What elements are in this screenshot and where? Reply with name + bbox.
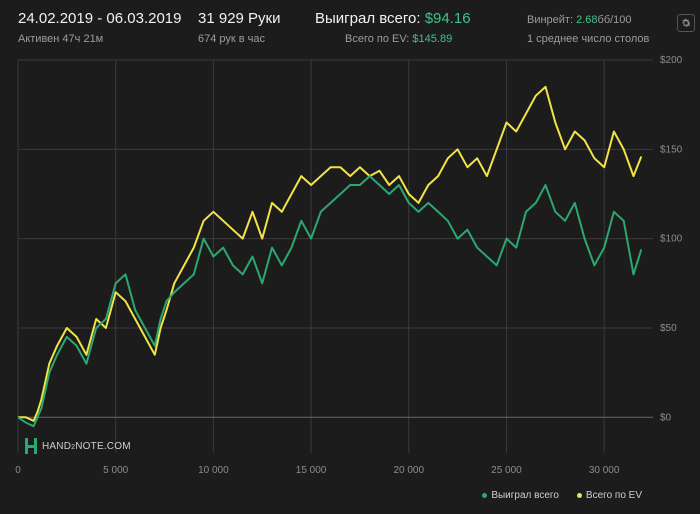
ev-value: $145.89	[412, 33, 453, 45]
winnings-block: Выиграл всего: $94.16 Всего по EV: $145.…	[315, 10, 471, 47]
hands-per-hour: 674 рук в час	[198, 33, 266, 45]
winrate: Винрейт: 2.68бб/100	[527, 13, 649, 28]
winrate-unit: бб/100	[597, 14, 632, 26]
legend-won-dot	[482, 493, 488, 498]
won-label: Выиграл всего:	[315, 10, 421, 27]
profit-chart: 0 5 000 10 000 15 000 20 000 25 000 30 000 $0 $5…	[15, 55, 683, 476]
gear-icon	[682, 18, 691, 27]
y-tick-label: $150	[660, 144, 683, 155]
ev-label: Всего по EV:	[345, 33, 410, 45]
y-tick-label: $200	[660, 55, 683, 66]
won-total: Выиграл всего: $94.16	[315, 10, 471, 28]
winrate-label: Винрейт:	[527, 14, 574, 26]
x-tick-label: 25 000	[491, 465, 522, 476]
x-tick-label: 15 000	[296, 465, 327, 476]
ev-line	[18, 85, 643, 422]
active-time: Активен 47ч 21м	[18, 33, 104, 45]
legend-won[interactable]: Выиграл всего	[482, 490, 559, 501]
hands-block: 31 929 Руки 674 рук в час	[198, 10, 281, 47]
tables-count: 1 среднее число столов	[527, 33, 650, 45]
hands-count: 31 929 Руки	[198, 10, 281, 27]
legend-won-label: Выиграл всего	[491, 490, 559, 501]
ev-total: Всего по EV: $145.89	[315, 32, 471, 47]
date-block: 24.02.2019 - 06.03.2019 Активен 47ч 21м	[18, 10, 181, 47]
legend-ev-dot	[576, 493, 582, 498]
stats-header: 24.02.2019 - 06.03.2019 Активен 47ч 21м …	[0, 0, 700, 50]
x-tick-label: 30 000	[589, 465, 620, 476]
settings-button[interactable]	[677, 14, 695, 32]
logo-icon	[25, 438, 37, 454]
won-value: $94.16	[424, 10, 471, 27]
x-tick-label: 0	[15, 465, 21, 476]
y-tick-label: $50	[660, 323, 677, 334]
x-tick-label: 20 000	[393, 465, 424, 476]
won-line	[17, 175, 643, 428]
y-tick-label: $0	[660, 412, 672, 423]
x-tick-label: 5 000	[103, 465, 128, 476]
legend-ev[interactable]: Всего по EV	[576, 490, 642, 501]
chart-legend: Выиграл всего Всего по EV	[482, 490, 642, 501]
date-range: 24.02.2019 - 06.03.2019	[18, 10, 182, 27]
winrate-value: 2.68	[576, 14, 598, 26]
hand2note-logo: HAND2NOTE.COM	[24, 437, 131, 455]
legend-ev-label: Всего по EV	[585, 490, 642, 501]
winrate-block: Винрейт: 2.68бб/100 1 среднее число стол…	[527, 10, 649, 47]
y-tick-label: $100	[660, 234, 683, 245]
x-tick-label: 10 000	[198, 465, 229, 476]
logo-text: HAND2NOTE.COM	[42, 440, 131, 452]
